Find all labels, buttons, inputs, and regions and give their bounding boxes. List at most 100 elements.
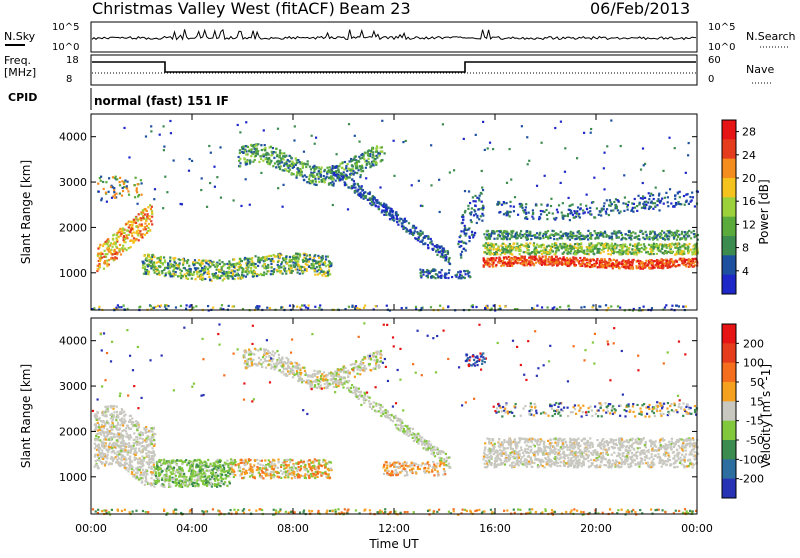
echo-cell [586,259,588,261]
echo-cell [345,167,347,169]
echo-cell [144,234,146,236]
echo-cell [108,177,110,179]
echo-cell [651,237,653,239]
echo-cell [564,215,566,217]
echo-cell [142,233,144,235]
echo-cell [483,266,485,268]
echo-cell [432,276,434,278]
echo-cell [647,201,649,203]
echo-cell [359,176,361,178]
echo-cell [120,230,122,232]
echo-cell [228,272,230,274]
echo-cell [355,165,357,167]
echo-cell [341,167,343,169]
echo-cell [566,257,568,259]
echo-cell [620,245,622,247]
echo-cell [148,466,150,468]
echo-cell [634,237,636,239]
echo-cell [685,265,687,267]
echo-cell [188,170,190,172]
echo-cell [329,166,331,168]
echo-cell [208,145,210,147]
echo-cell [689,265,691,267]
echo-cell [632,260,634,262]
echo-cell [605,304,607,306]
echo-cell [284,162,286,164]
echo-cell [292,167,294,169]
echo-cell [469,276,471,278]
echo-cell [123,127,125,129]
echo-cell [344,161,346,163]
echo-cell [642,264,644,266]
echo-cell [612,209,614,211]
echo-cell [645,231,647,233]
echo-cell [297,271,299,273]
echo-cell [505,248,507,250]
echo-cell [528,212,530,214]
echo-cell [106,260,108,262]
echo-cell [148,443,150,445]
echo-cell [600,258,602,260]
echo-cell [123,418,125,420]
echo-cell [660,237,662,239]
echo-cell [293,258,295,260]
echo-cell [528,246,530,248]
echo-cell [259,261,261,263]
echo-cell [674,247,676,249]
echo-cell [661,248,663,250]
echo-cell [434,277,436,279]
echo-cell [511,265,513,267]
echo-cell [484,307,486,309]
echo-cell [453,169,455,171]
echo-cell [134,184,136,186]
echo-cell [303,151,305,153]
echo-cell [502,264,504,266]
echo-cell [94,443,96,445]
echo-cell [364,191,366,193]
echo-cell [535,250,537,252]
echo-cell [688,250,690,252]
echo-cell [326,167,328,169]
echo-cell [506,182,508,184]
echo-cell [511,232,513,234]
echo-cell [170,132,172,134]
echo-cell [263,155,265,157]
echo-cell [659,243,661,245]
echo-cell [445,259,447,261]
echo-cell [100,433,102,435]
echo-cell [293,139,295,141]
echo-cell [604,231,606,233]
echo-cell [393,175,395,177]
echo-cell [209,261,211,263]
echo-cell [564,171,566,173]
echo-cell [150,125,152,127]
echo-cell [570,250,572,252]
echo-cell [620,145,622,147]
echo-cell [543,247,545,249]
echo-cell [212,307,214,309]
echo-cell [293,173,295,175]
echo-cell [667,201,669,203]
echo-cell [583,250,585,252]
echo-cell [527,163,529,165]
echo-cell [505,256,507,258]
echo-cell [353,183,355,185]
echo-cell [112,422,114,424]
echo-cell [475,200,477,202]
echo-cell [465,249,467,251]
echo-cell [143,428,145,430]
echo-cell [470,221,472,223]
echo-cell [137,234,139,236]
echo-cell [146,225,148,227]
echo-cell [561,211,563,213]
echo-cell [100,456,102,458]
echo-cell [142,441,144,443]
echo-cell [645,260,647,262]
echo-cell [492,253,494,255]
echo-cell [228,260,230,262]
echo-cell [571,212,573,214]
echo-cell [692,245,694,247]
echo-cell [420,271,422,273]
echo-cell [123,235,125,237]
echo-cell [623,266,625,268]
